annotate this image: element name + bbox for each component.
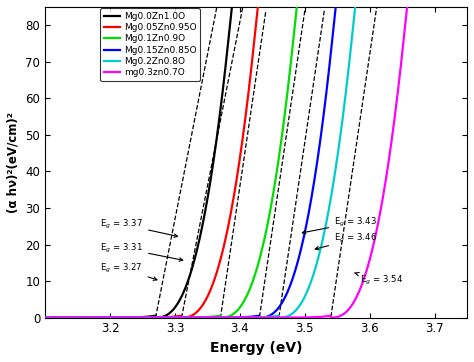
Line: Mg0.1Zn0.9O: Mg0.1Zn0.9O (45, 3, 467, 317)
Mg0.1Zn0.9O (295, 1, 301, 5)
Mg0.2Zn0.8O (42, 315, 48, 320)
Mg0.15Zn0.85O (464, 1, 470, 5)
Line: Mg0.15Zn0.85O: Mg0.15Zn0.85O (45, 3, 467, 317)
Mg0.05Zn0.95O (357, 1, 363, 5)
Mg0.1Zn0.9O (119, 315, 125, 320)
Mg0.2Zn0.8O (389, 1, 395, 5)
Mg0.15Zn0.85O (389, 1, 395, 5)
Line: Mg0.0Zn1.0O: Mg0.0Zn1.0O (45, 3, 467, 317)
Line: mg0.3zn0.7O: mg0.3zn0.7O (45, 3, 467, 317)
Mg0.05Zn0.95O (464, 1, 470, 5)
Mg0.0Zn1.0O (389, 1, 395, 5)
mg0.3zn0.7O (42, 315, 48, 320)
Mg0.05Zn0.95O (295, 1, 301, 5)
mg0.3zn0.7O (203, 315, 209, 320)
Mg0.0Zn1.0O (153, 315, 158, 320)
mg0.3zn0.7O (389, 135, 395, 140)
Mg0.15Zn0.85O (295, 258, 301, 262)
Mg0.0Zn1.0O (357, 1, 363, 5)
Mg0.1Zn0.9O (42, 315, 48, 320)
Mg0.1Zn0.9O (294, 1, 300, 5)
Mg0.1Zn0.9O (389, 1, 395, 5)
mg0.3zn0.7O (464, 1, 470, 5)
Mg0.2Zn0.8O (295, 306, 301, 310)
Legend: Mg0.0Zn1.0O, Mg0.05Zn0.95O, Mg0.1Zn0.9O, Mg0.15Zn0.85O, Mg0.2Zn0.8O, mg0.3zn0.7O: Mg0.0Zn1.0O, Mg0.05Zn0.95O, Mg0.1Zn0.9O,… (100, 8, 200, 81)
mg0.3zn0.7O (404, 1, 410, 5)
Mg0.05Zn0.95O (42, 315, 48, 320)
Mg0.2Zn0.8O (203, 315, 209, 320)
Mg0.15Zn0.85O (357, 1, 363, 5)
Mg0.15Zn0.85O (333, 1, 339, 5)
mg0.3zn0.7O (295, 315, 301, 320)
Text: E$_g$ = 3.37: E$_g$ = 3.37 (100, 218, 178, 237)
Mg0.1Zn0.9O (357, 1, 363, 5)
Line: Mg0.05Zn0.95O: Mg0.05Zn0.95O (45, 3, 467, 317)
Mg0.0Zn1.0O (204, 202, 210, 206)
Mg0.1Zn0.9O (317, 1, 322, 5)
Text: E$_g$ = 3.27: E$_g$ = 3.27 (100, 261, 157, 280)
Mg0.15Zn0.85O (203, 315, 209, 320)
Mg0.2Zn0.8O (353, 1, 358, 5)
Mg0.05Zn0.95O (389, 1, 395, 5)
Text: E$_g$ = 3.43: E$_g$ = 3.43 (302, 216, 377, 234)
Mg0.05Zn0.95O (255, 1, 261, 5)
Mg0.0Zn1.0O (295, 1, 301, 5)
mg0.3zn0.7O (317, 315, 322, 319)
Mg0.0Zn1.0O (464, 1, 470, 5)
Text: E$_g$ = 3.54: E$_g$ = 3.54 (355, 273, 403, 287)
Mg0.15Zn0.85O (119, 315, 125, 320)
Mg0.1Zn0.9O (203, 315, 209, 319)
Mg0.2Zn0.8O (464, 1, 470, 5)
Text: E$_g$ = 3.46: E$_g$ = 3.46 (315, 232, 377, 250)
Mg0.05Zn0.95O (203, 296, 209, 301)
Mg0.2Zn0.8O (317, 251, 322, 255)
Y-axis label: (α hν)²(eV/cm)²: (α hν)²(eV/cm)² (7, 112, 20, 213)
Mg0.0Zn1.0O (229, 1, 235, 5)
X-axis label: Energy (eV): Energy (eV) (210, 341, 302, 355)
mg0.3zn0.7O (119, 315, 125, 320)
Mg0.0Zn1.0O (317, 1, 323, 5)
Mg0.0Zn1.0O (119, 315, 125, 320)
Text: E$_g$ = 3.31: E$_g$ = 3.31 (100, 241, 183, 261)
Mg0.1Zn0.9O (464, 1, 470, 5)
Line: Mg0.2Zn0.8O: Mg0.2Zn0.8O (45, 3, 467, 317)
Mg0.2Zn0.8O (357, 1, 363, 5)
Mg0.05Zn0.95O (317, 1, 322, 5)
Mg0.0Zn1.0O (42, 315, 48, 320)
mg0.3zn0.7O (357, 287, 363, 291)
Mg0.2Zn0.8O (119, 315, 125, 320)
Mg0.05Zn0.95O (119, 315, 125, 320)
Mg0.15Zn0.85O (317, 143, 322, 148)
Mg0.15Zn0.85O (42, 315, 48, 320)
